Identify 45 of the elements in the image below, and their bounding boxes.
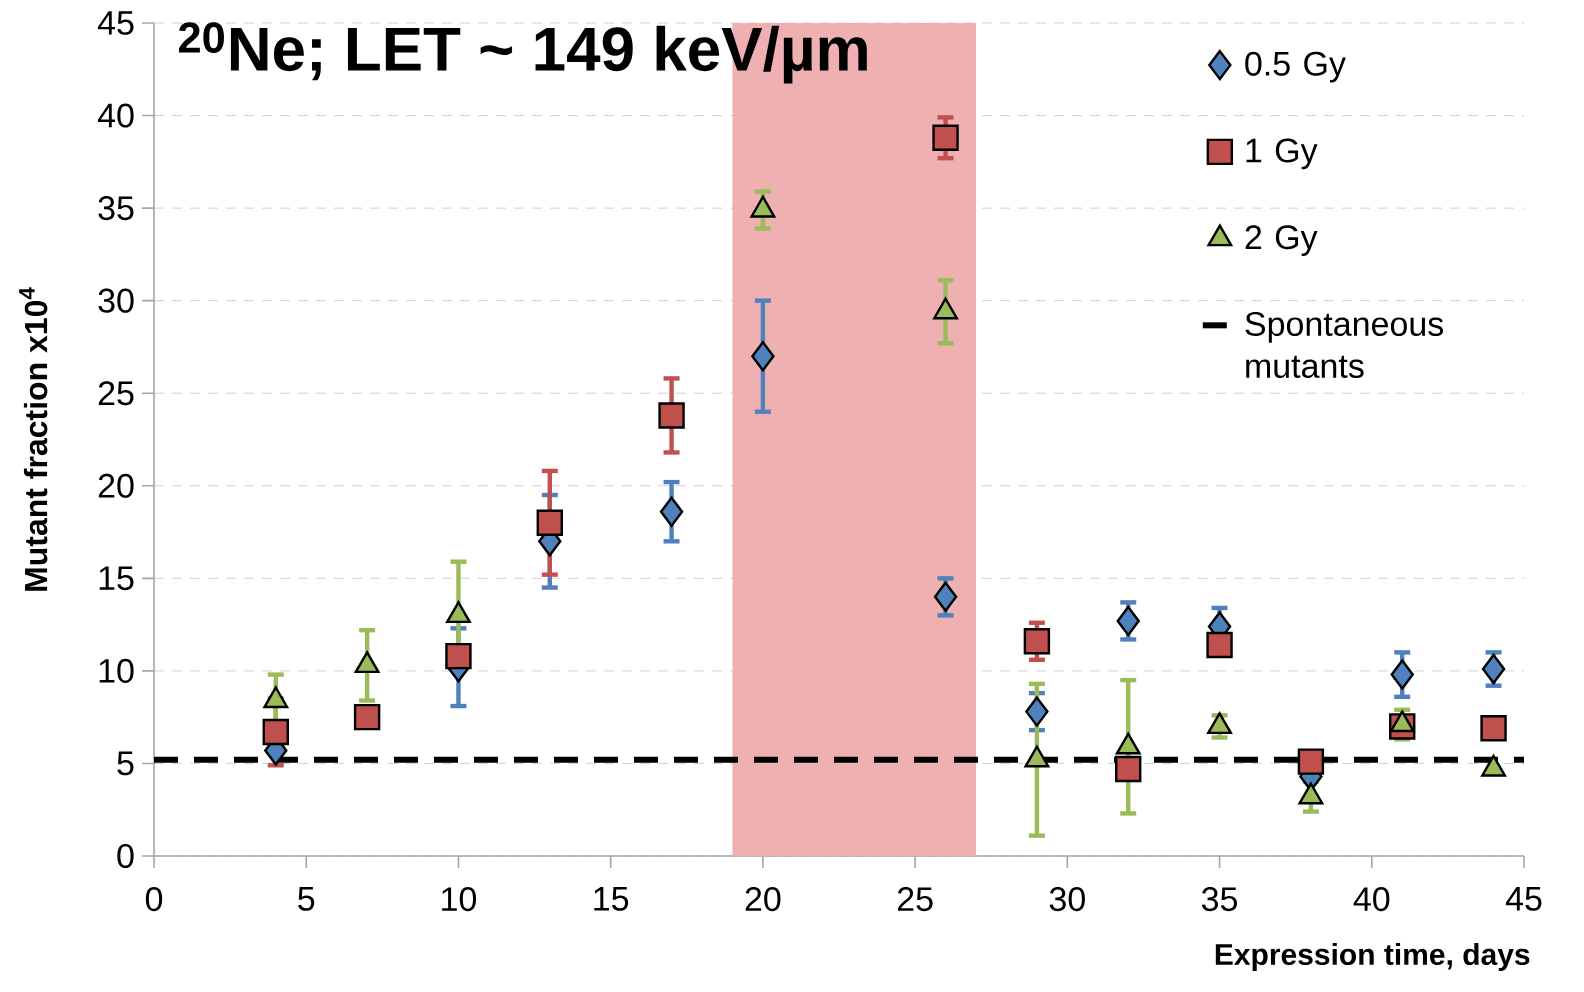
point	[262, 718, 289, 746]
point	[932, 124, 959, 151]
point	[1025, 696, 1049, 727]
y-tick-label: 25	[98, 381, 134, 406]
point	[353, 703, 381, 731]
x-tick-label: 15	[594, 887, 629, 911]
point	[1390, 659, 1414, 690]
legend-label: 0.5 Gy	[1245, 51, 1346, 83]
point	[1115, 755, 1142, 783]
x-tick-label: 5	[298, 887, 315, 911]
y-tick-label: 35	[98, 196, 134, 221]
point	[1206, 631, 1233, 659]
y-tick-label: 45	[97, 11, 134, 35]
x-tick-label: 40	[1353, 887, 1390, 912]
point	[1297, 748, 1325, 775]
x-tick-label: 0	[145, 887, 163, 912]
y-axis-title: Mutant fraction x10$^{4}$	[19, 287, 48, 591]
x-tick-label: 20	[745, 887, 781, 912]
y-tick-label: 20	[98, 473, 134, 498]
point	[536, 509, 563, 536]
x-tick-label: 30	[1049, 887, 1085, 912]
point	[658, 402, 685, 429]
y-tick-label: 30	[98, 288, 134, 313]
legend-label: 2 Gy	[1245, 225, 1318, 256]
y-tick-label: 5	[117, 751, 134, 776]
point	[659, 496, 684, 527]
x-axis-title: Expression time, days	[1215, 943, 1530, 972]
y-tick-label: 10	[99, 658, 134, 683]
point	[1023, 628, 1051, 655]
x-tick-label: 25	[897, 887, 933, 912]
point	[1481, 653, 1506, 685]
legend-label: Spontaneous mutants	[1245, 311, 1444, 379]
point	[933, 581, 958, 613]
x-tick-label: 10	[442, 887, 477, 912]
x-tick-label: 35	[1201, 887, 1238, 912]
chart-title: $^{20}$Ne; LET ~ 149 keV/µm	[179, 22, 867, 84]
point	[445, 642, 472, 670]
y-tick-label: 0	[117, 843, 134, 869]
point	[1480, 715, 1507, 742]
legend-label: 1 Gy	[1246, 138, 1318, 170]
x-tick-label: 45	[1505, 887, 1542, 911]
y-tick-label: 15	[99, 566, 134, 591]
point	[1116, 605, 1140, 637]
y-tick-label: 40	[97, 103, 134, 128]
point	[751, 341, 775, 372]
